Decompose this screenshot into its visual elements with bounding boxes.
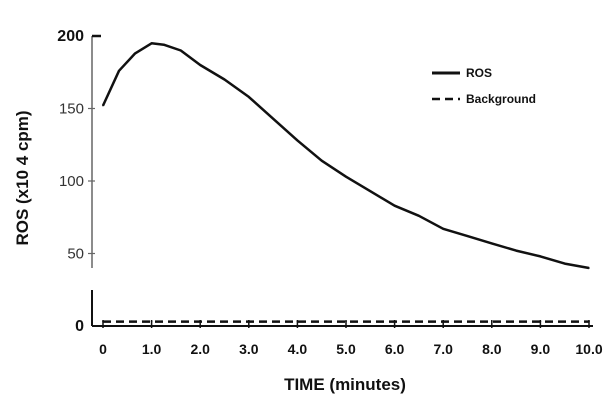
y-tick-label: 0 bbox=[75, 318, 84, 335]
y-axis-ticks: 0 50 100 150 200 bbox=[57, 28, 95, 335]
x-tick-label: 6.0 bbox=[385, 341, 405, 357]
series-line-ros bbox=[101, 42, 590, 270]
data-point-ros bbox=[163, 43, 165, 46]
data-point-ros bbox=[515, 249, 517, 252]
data-point-background bbox=[491, 320, 493, 323]
data-point-ros bbox=[466, 235, 469, 237]
data-point-ros bbox=[180, 49, 182, 52]
data-point-ros bbox=[272, 117, 274, 120]
x-tick-label: 4.0 bbox=[288, 341, 308, 357]
y-tick-label: 100 bbox=[59, 173, 84, 190]
data-point-ros bbox=[320, 159, 323, 162]
data-point-ros bbox=[223, 78, 226, 81]
x-tick-label: 10.0 bbox=[575, 341, 602, 357]
x-axis-ticks: 0 1.0 2.0 3.0 4.0 5.0 6.0 7.0 8.0 9.0 10.0 bbox=[99, 320, 603, 357]
data-point-background bbox=[442, 320, 445, 323]
data-point-ros bbox=[248, 96, 250, 98]
y-tick-label: 150 bbox=[59, 101, 84, 118]
x-tick-label: 3.0 bbox=[239, 341, 259, 357]
x-tick-label: 8.0 bbox=[482, 341, 502, 357]
data-point-ros bbox=[418, 215, 420, 217]
x-tick-label: 9.0 bbox=[531, 341, 551, 357]
data-point-ros bbox=[393, 204, 396, 207]
data-point-ros bbox=[150, 42, 153, 45]
legend-ros-label: ROS bbox=[466, 66, 492, 80]
data-point-background bbox=[296, 320, 299, 323]
data-point-ros bbox=[369, 190, 372, 192]
legend: ROS Background bbox=[432, 66, 536, 106]
data-point-background bbox=[150, 320, 153, 323]
data-point-background bbox=[539, 320, 542, 323]
data-point-ros bbox=[102, 104, 104, 107]
data-point-background bbox=[393, 320, 396, 323]
data-point-ros bbox=[442, 228, 445, 230]
series-layer bbox=[101, 42, 590, 323]
data-point-background bbox=[345, 320, 347, 323]
data-point-background bbox=[199, 320, 201, 323]
x-tick-label: 7.0 bbox=[433, 341, 453, 357]
data-point-ros bbox=[539, 255, 542, 258]
data-point-background bbox=[102, 320, 104, 323]
x-axis-title: TIME (minutes) bbox=[284, 375, 406, 394]
legend-background-label: Background bbox=[466, 92, 536, 106]
x-tick-label: 0 bbox=[99, 341, 107, 357]
data-point-ros bbox=[563, 262, 566, 265]
y-tick-label: 200 bbox=[57, 28, 84, 45]
data-point-ros bbox=[118, 70, 120, 72]
data-point-background bbox=[588, 320, 590, 323]
data-point-ros bbox=[199, 64, 201, 66]
data-point-ros bbox=[134, 52, 136, 55]
data-point-ros bbox=[296, 139, 299, 142]
x-tick-label: 2.0 bbox=[190, 341, 210, 357]
data-point-ros bbox=[345, 175, 347, 178]
data-point-ros bbox=[588, 267, 590, 269]
data-point-ros bbox=[491, 242, 493, 245]
x-tick-label: 5.0 bbox=[336, 341, 356, 357]
data-point-background bbox=[248, 320, 250, 323]
axes bbox=[91, 34, 593, 327]
y-axis-title: ROS (x10 4 cpm) bbox=[13, 110, 32, 245]
x-tick-label: 1.0 bbox=[142, 341, 162, 357]
y-tick-label: 50 bbox=[67, 246, 84, 263]
